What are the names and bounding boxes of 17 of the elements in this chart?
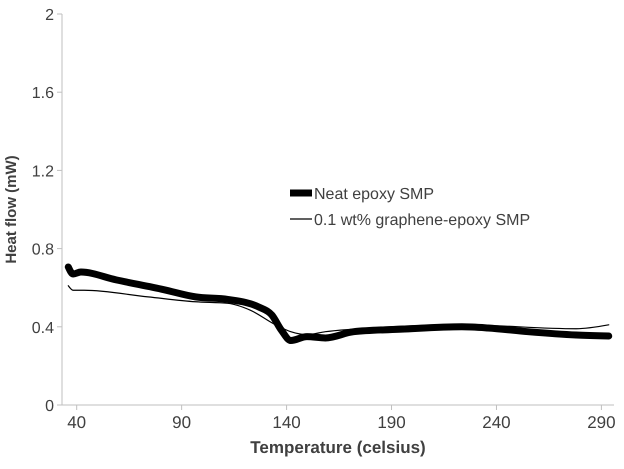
y-tick-label: 1.6 [32, 85, 54, 102]
y-tick-label: 1.2 [32, 163, 54, 180]
y-tick-label: 0 [45, 398, 54, 415]
y-axis-title: Heat flow (mW) [3, 155, 20, 264]
x-tick-label: 140 [272, 413, 301, 432]
x-tick-label: 290 [587, 413, 616, 432]
x-tick-label: 240 [482, 413, 511, 432]
y-tick-label: 0.8 [32, 242, 54, 259]
x-tick-label: 190 [377, 413, 406, 432]
x-tick-label: 90 [172, 413, 192, 432]
x-tick-label: 40 [67, 413, 86, 432]
x-axis-title: Temperature (celsius) [250, 438, 426, 457]
y-tick-label: 2 [45, 7, 54, 24]
legend-label: 0.1 wt% graphene-epoxy SMP [314, 212, 530, 229]
legend-label: Neat epoxy SMP [314, 186, 434, 203]
y-tick-label: 0.4 [32, 320, 54, 337]
line-series [68, 285, 610, 336]
